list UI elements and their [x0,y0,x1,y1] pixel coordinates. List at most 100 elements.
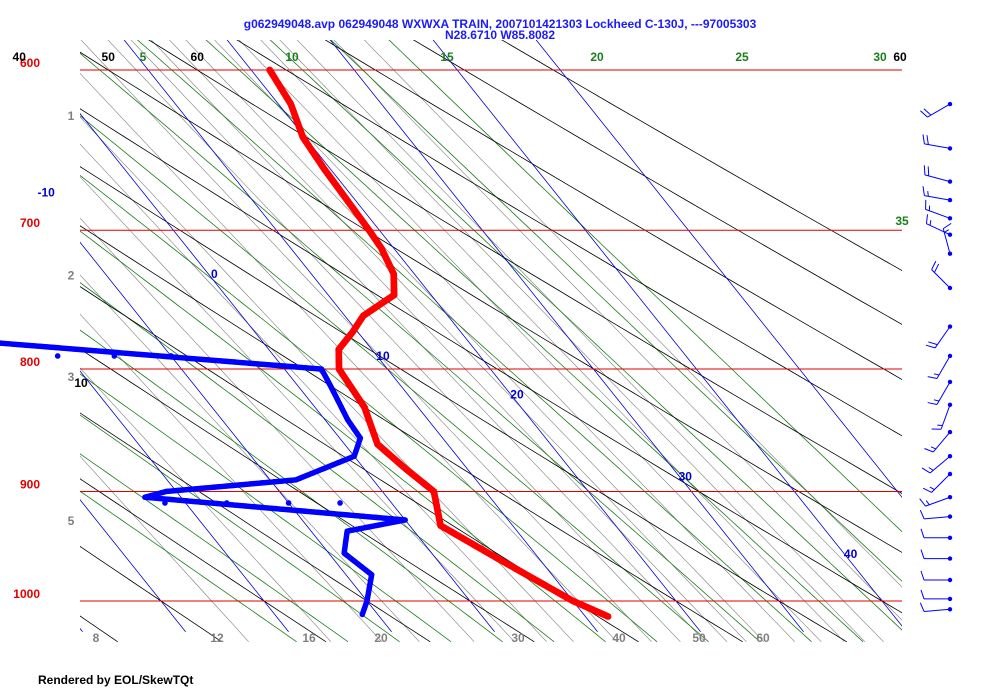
wind-barb-flag [922,487,932,493]
wind-barb-flag [920,110,928,118]
wind-barb-half-flag [933,373,940,376]
isotherm-line [123,40,598,632]
wind-barb-staff [924,516,951,520]
isotherm-line [80,112,495,632]
wind-barb-staff [927,103,951,118]
mixing-ratio-label: 16 [302,631,316,645]
wind-barb-flag [920,528,925,538]
wind-barb-flag [925,344,936,349]
wind-barbs [919,101,953,613]
mixing-ratio-label: 8 [93,631,100,645]
wind-barb-flag [923,108,932,116]
moist-adiabat-line [80,490,297,643]
wind-barb-staff [924,143,951,149]
wind-barb-flag [931,260,937,270]
wind-barb-flag [927,166,930,176]
axis-labels: 60070080090010001235-20-1001020304020304… [13,50,909,645]
wind-barb-half-flag [929,220,932,226]
wind-barb-staff [942,228,951,254]
wind-barb-station [947,101,953,107]
isotherm-line [80,499,186,632]
dry-adiabat-label: 60 [191,50,205,64]
mixing-ratio-line [80,143,547,643]
wind-barb-half-flag [929,486,935,491]
wind-barb-station [947,324,953,329]
pressure-label: 900 [20,477,40,491]
moist-adiabat-label: 35 [895,214,909,228]
isotherm-line [80,627,83,632]
isotherm-line [80,241,392,632]
moist-adiabat-line [80,373,452,643]
dewpoint-sparse-point [111,353,118,359]
wind-barb [922,134,953,151]
mixing-ratio-label: 40 [612,631,626,645]
isotherm-line [80,370,289,632]
wind-barb-flag [933,263,940,273]
wind-barb-staff [925,208,951,219]
moist-adiabat-line [80,414,400,643]
dewpoint-profile [0,340,408,618]
wind-barb-flag [921,467,931,474]
wind-barb-half-flag [930,446,937,450]
moist-adiabat-line [80,115,709,643]
wind-barb-flag [928,341,938,346]
wind-barb [925,199,953,221]
footer-credit: Rendered by EOL/SkewTQt [38,673,194,687]
mixing-ratio-label: 60 [756,631,770,645]
wind-barb-station [947,197,953,203]
wind-barb-flag [926,135,929,145]
wind-barb-staff [936,355,951,379]
title-line-1: g062949048.avp 062949048 WXWXA TRAIN, 20… [243,17,757,31]
height-label: 3 [68,370,75,384]
moist-adiabat-label: 20 [590,50,604,64]
moist-adiabat-label: 15 [440,50,454,64]
wind-barb [924,429,953,453]
mixing-ratio-line [80,313,383,643]
isotherms [80,40,902,632]
wind-barb-station [947,216,953,221]
wind-barb-station [947,596,953,602]
isotherm-label: 10 [376,349,390,363]
title-line-2: N28.6710 W85.8082 [444,28,556,42]
wind-barb-station [947,514,953,519]
wind-barb-flag [927,402,938,405]
temperature-point [604,613,612,620]
dry-adiabat-line [80,51,902,553]
isotherm-line [226,40,701,632]
wind-barb [931,260,953,291]
wind-barb [922,471,953,493]
pressure-label: 800 [20,355,40,369]
dry-adiabat-line [501,40,902,272]
mixing-ratio-label: 12 [210,631,224,645]
moist-adiabat-label: 25 [735,50,749,64]
wind-barb-flag [919,602,925,612]
mixing-ratio-label: 50 [692,631,706,645]
wind-barb [920,570,953,583]
wind-barb [925,324,953,349]
moist-adiabat-line [80,329,503,643]
mixing-ratio-line [80,176,515,643]
dewpoint-sparse-point [162,500,168,506]
wind-barb-staff [925,496,951,507]
wind-barb-flag [920,549,925,559]
isotherm-label: 0 [211,267,218,281]
wind-barb-flag [923,165,926,175]
mixing-ratio-label: 30 [511,631,525,645]
mixing-ratio-line [296,40,884,643]
moist-adiabat-line [80,174,658,643]
left-adiabat-label: 10 [74,376,88,390]
dry-adiabat-line [80,166,848,643]
wind-barb [921,454,953,474]
wind-barb-station [947,577,953,583]
wind-barb-station [947,232,953,237]
dry-adiabat-line [412,40,902,325]
wind-barb [931,402,953,430]
moist-adiabat-line [80,52,761,643]
wind-barb [922,186,953,203]
wind-barb-station [947,379,953,385]
dry-adiabat-line [80,478,327,643]
moist-adiabat-line [388,40,902,533]
wind-barb-staff [931,269,951,289]
isotherm-label: -10 [37,185,55,199]
